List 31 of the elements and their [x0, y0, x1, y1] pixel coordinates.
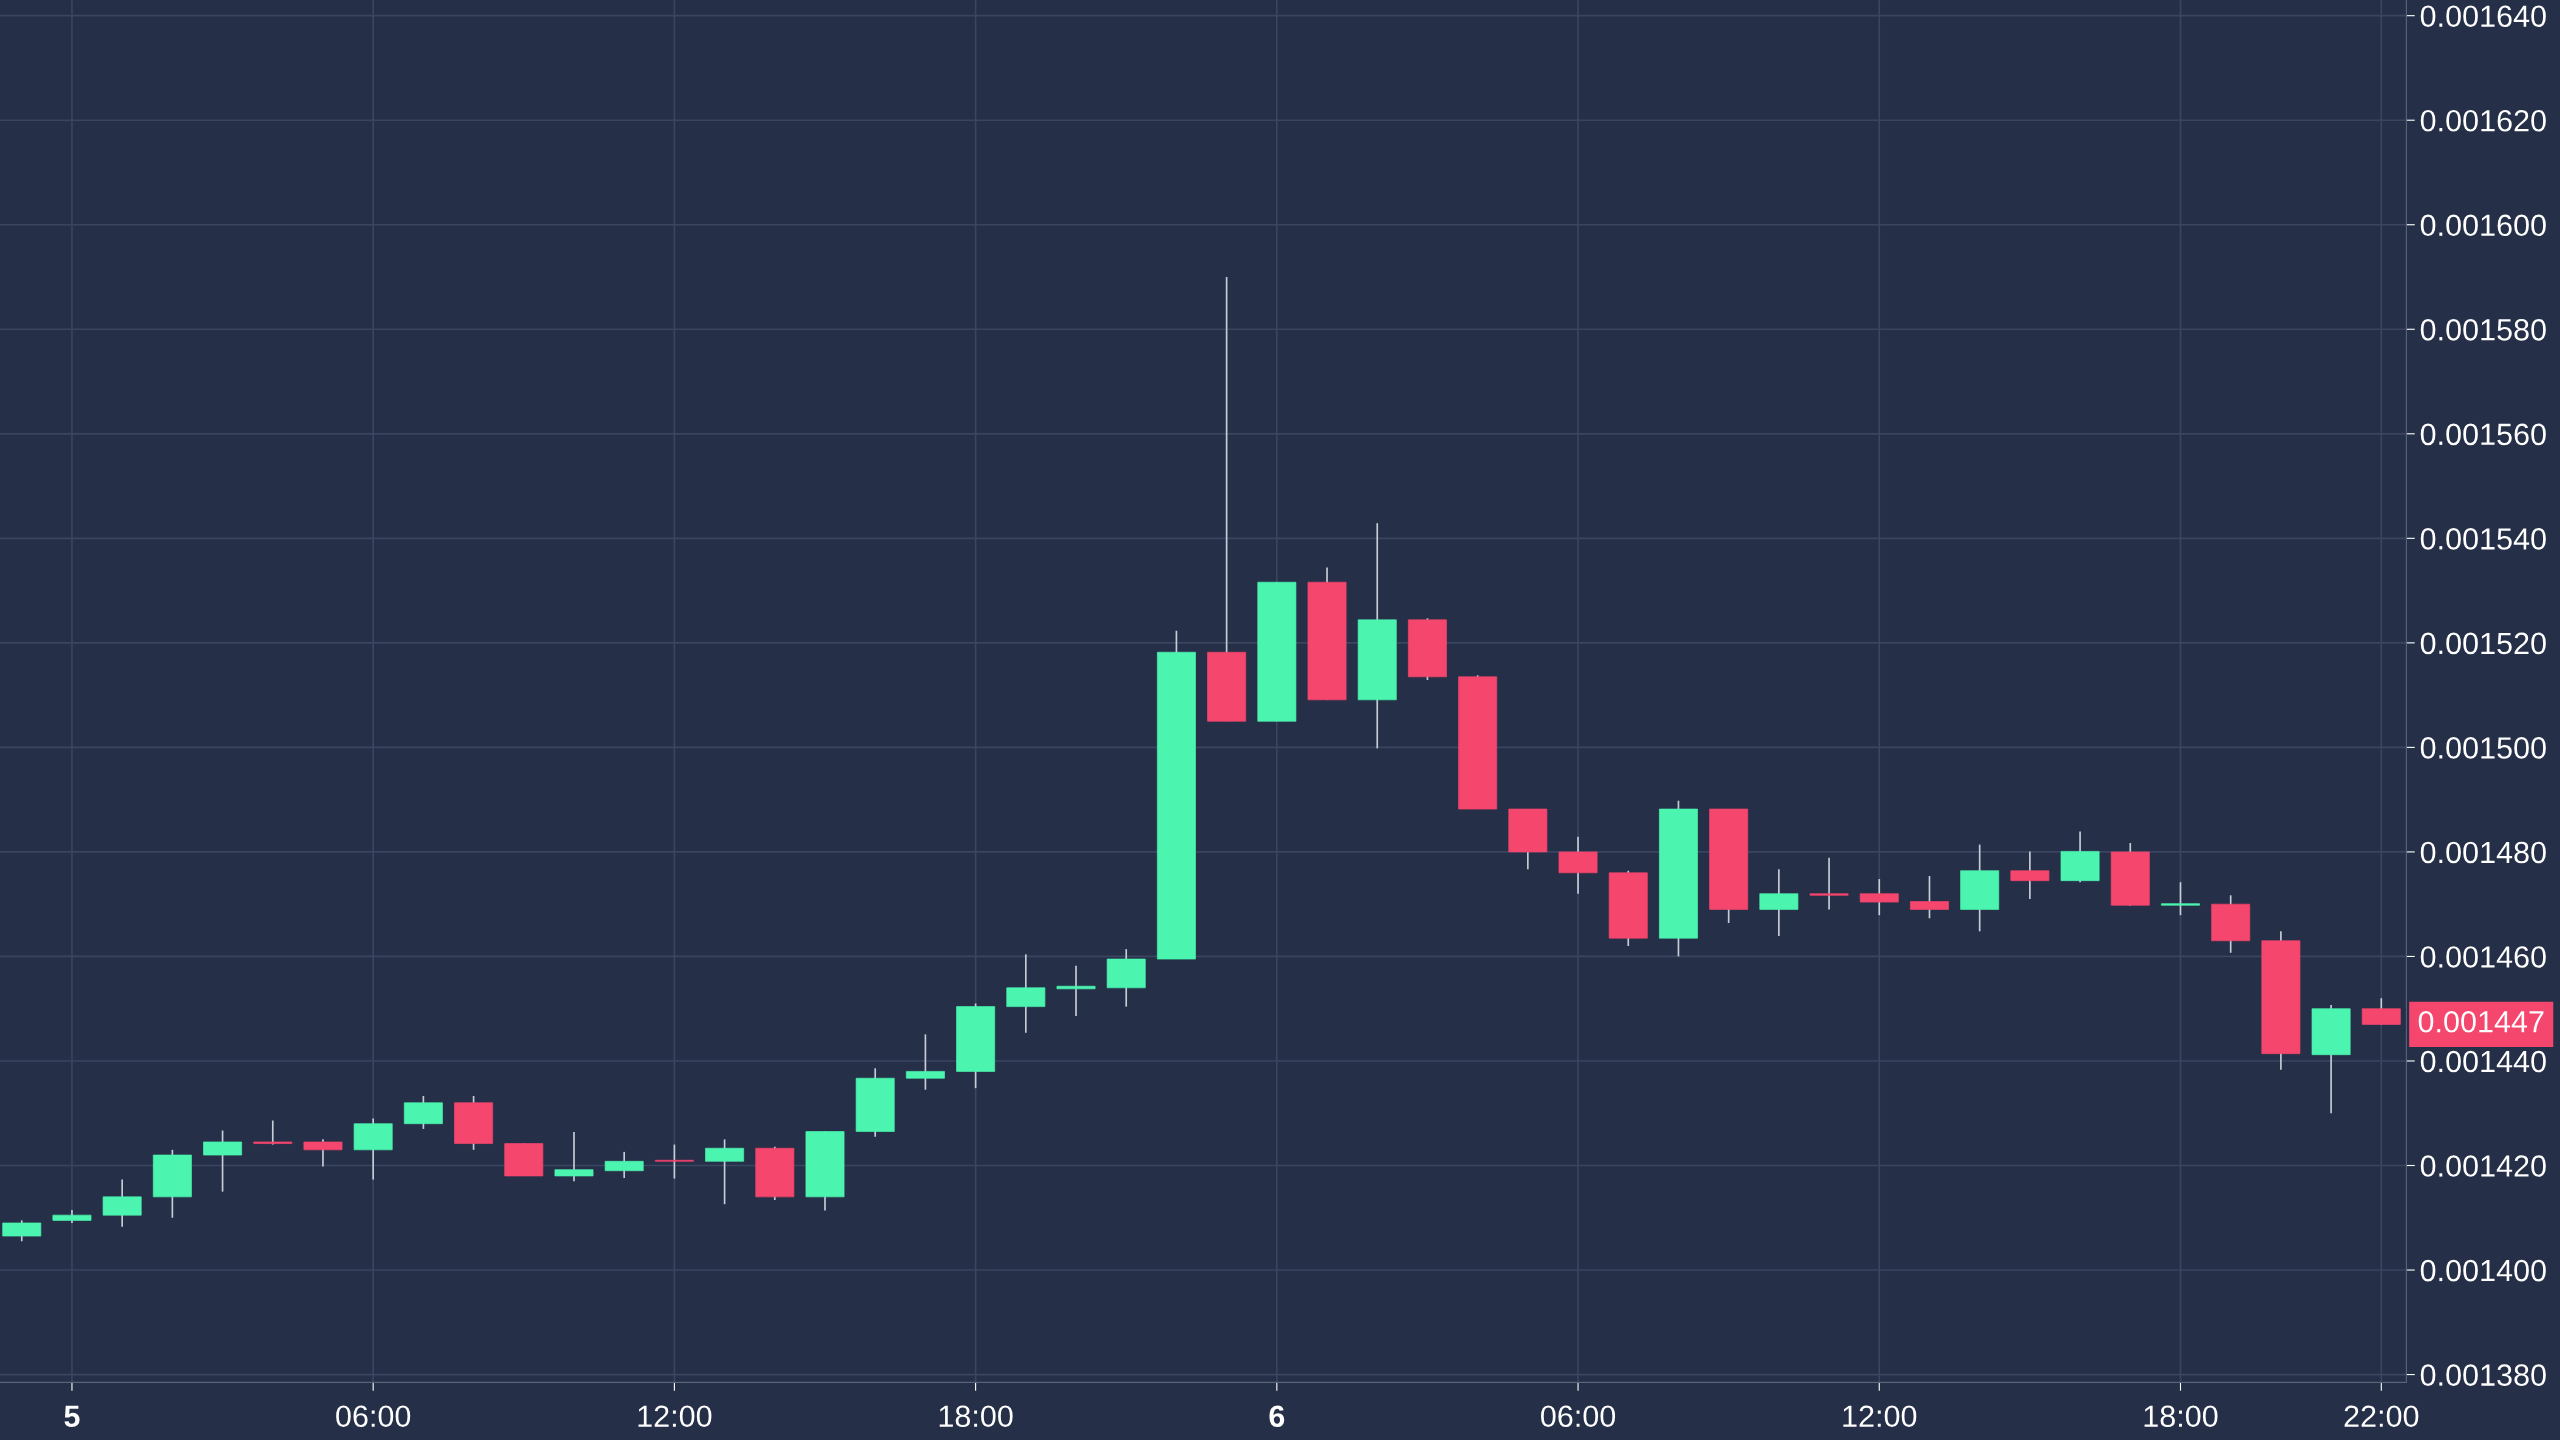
candlestick: [554, 1131, 594, 1183]
y-tick-label: 0.001600: [2420, 214, 2546, 237]
x-tick-label: 6: [1269, 1405, 1285, 1428]
x-tick-label: 06:00: [1541, 1405, 1616, 1428]
candlestick: [905, 1033, 945, 1091]
candlestick: [654, 1143, 694, 1180]
y-tick-label: 0.001480: [2420, 841, 2546, 864]
y-tick-label: 0.001540: [2420, 528, 2546, 550]
y-tick-label: 0.001400: [2420, 1259, 2546, 1282]
y-tick-label: 0.001440: [2420, 1050, 2546, 1073]
y-tick-label: 0.001460: [2420, 946, 2546, 968]
y-tick-label: 0.001380: [2420, 1364, 2546, 1386]
y-tick-label: 0.001520: [2420, 632, 2546, 655]
x-tick-label: 12:00: [1843, 1405, 1917, 1428]
x-tick-label: 12:00: [638, 1405, 712, 1428]
x-tick-label: 18:00: [2144, 1405, 2218, 1428]
candlestick: [1809, 856, 1849, 911]
y-tick-label: 0.001500: [2420, 737, 2546, 759]
y-tick-label: 0.001560: [2420, 423, 2546, 446]
y-tick-label: 0.001620: [2420, 109, 2546, 132]
candlestick: [253, 1119, 293, 1146]
candlestick: [1056, 965, 1096, 1017]
text: 0.001447: [2418, 1010, 2544, 1033]
y-tick-label: 0.001580: [2420, 319, 2546, 341]
x-tick-label: 06:00: [336, 1405, 411, 1428]
candlestick: [2161, 881, 2200, 916]
x-tick-label: 5: [64, 1405, 80, 1428]
x-tick-label: 22:00: [2344, 1405, 2419, 1428]
y-tick-label: 0.001420: [2420, 1155, 2546, 1177]
x-tick-label: 18:00: [939, 1405, 1013, 1428]
y-tick-label: 0.001640: [2420, 5, 2546, 28]
